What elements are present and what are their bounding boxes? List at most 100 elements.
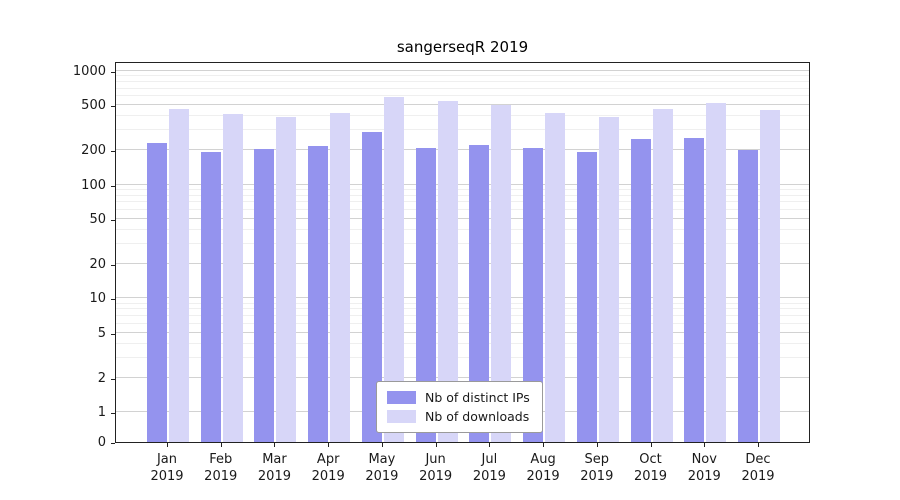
y-tick-label: 5 xyxy=(97,325,106,341)
gridline-major xyxy=(116,69,809,71)
x-tick-mark xyxy=(274,443,276,447)
gridline-major xyxy=(116,217,809,219)
y-tick-label: 2 xyxy=(97,370,106,386)
x-tick-label: May 2019 xyxy=(365,452,399,484)
x-tick-mark xyxy=(489,443,491,447)
gridline-major xyxy=(116,263,809,265)
y-tick-mark xyxy=(111,299,115,301)
bar-downloads xyxy=(276,117,297,442)
bar-downloads xyxy=(652,108,673,442)
legend-item-downloads: Nb of downloads xyxy=(387,407,530,426)
x-tick-mark xyxy=(543,443,545,447)
x-tick-label: Aug 2019 xyxy=(526,452,560,484)
legend-label-distinct-ips: Nb of distinct IPs xyxy=(425,390,530,405)
chart-title: sangerseqR 2019 xyxy=(396,38,529,56)
gridline-minor xyxy=(116,75,809,77)
bars-layer xyxy=(116,63,809,442)
x-tick-label: Nov 2019 xyxy=(687,452,721,484)
gridline-major xyxy=(116,331,809,333)
bar-distinct-ips xyxy=(523,147,544,442)
bar-downloads xyxy=(437,101,458,442)
x-tick-mark xyxy=(650,443,652,447)
gridline-minor xyxy=(116,314,809,316)
x-tick-mark xyxy=(704,443,706,447)
gridline-minor xyxy=(116,194,809,196)
plot-area: Nb of distinct IPs Nb of downloads xyxy=(115,62,810,443)
legend-label-downloads: Nb of downloads xyxy=(425,409,530,424)
y-tick-mark xyxy=(111,106,115,108)
gridline-minor xyxy=(116,308,809,310)
bar-downloads xyxy=(383,96,404,442)
bar-distinct-ips xyxy=(254,149,275,442)
y-tick-label: 10 xyxy=(89,291,106,307)
y-tick-label: 20 xyxy=(89,257,106,273)
gridline-minor xyxy=(116,228,809,230)
y-tick-mark xyxy=(111,219,115,221)
y-tick-mark xyxy=(111,443,115,444)
y-tick-mark xyxy=(111,71,115,73)
bar-downloads xyxy=(598,116,619,442)
y-tick-mark xyxy=(111,151,115,153)
bar-distinct-ips xyxy=(738,150,758,442)
y-tick-label: 500 xyxy=(81,98,106,114)
gridline-major xyxy=(116,376,809,378)
legend-swatch-downloads xyxy=(387,410,416,423)
y-tick-label: 50 xyxy=(89,211,106,227)
y-tick-label: 1 xyxy=(97,405,106,420)
legend-item-distinct-ips: Nb of distinct IPs xyxy=(387,388,530,407)
bar-distinct-ips xyxy=(630,139,651,442)
legend: Nb of distinct IPs Nb of downloads xyxy=(376,381,543,433)
bar-distinct-ips xyxy=(576,151,597,442)
y-tick-mark xyxy=(111,185,115,187)
y-tick-label: 1000 xyxy=(72,63,106,79)
bar-distinct-ips xyxy=(415,147,436,442)
gridline-minor xyxy=(116,208,809,210)
x-tick-label: Jan 2019 xyxy=(150,452,184,484)
bar-distinct-ips xyxy=(200,151,221,442)
bar-downloads xyxy=(330,113,351,442)
x-tick-label: Apr 2019 xyxy=(311,452,345,484)
bar-downloads xyxy=(491,104,512,442)
x-tick-label: Dec 2019 xyxy=(741,452,775,484)
bar-distinct-ips xyxy=(684,138,705,442)
x-tick-label: Jun 2019 xyxy=(419,452,453,484)
x-tick-label: Oct 2019 xyxy=(633,452,668,484)
y-tick-label: 100 xyxy=(81,177,106,193)
gridline-minor xyxy=(116,80,809,82)
bar-downloads xyxy=(545,112,566,442)
bar-distinct-ips xyxy=(469,144,490,442)
y-tick-label: 0 xyxy=(97,435,106,450)
x-tick-mark xyxy=(167,443,168,447)
y-tick-mark xyxy=(111,413,115,414)
gridline-minor xyxy=(116,342,809,344)
x-tick-mark xyxy=(328,443,330,447)
bar-downloads xyxy=(222,114,243,442)
bar-distinct-ips xyxy=(308,145,329,442)
gridline-minor xyxy=(116,322,809,324)
gridline-major xyxy=(116,149,809,151)
x-tick-mark xyxy=(758,443,759,447)
x-tick-label: Sep 2019 xyxy=(580,452,614,484)
x-tick-label: Feb 2019 xyxy=(204,452,238,484)
gridline-minor xyxy=(116,87,809,89)
bar-downloads xyxy=(760,110,780,442)
x-tick-mark xyxy=(435,443,437,447)
gridline-major xyxy=(116,297,809,299)
gridline-minor xyxy=(116,188,809,190)
x-tick-label: Jul 2019 xyxy=(472,452,506,484)
bar-distinct-ips xyxy=(147,143,167,442)
x-tick-label: Mar 2019 xyxy=(257,452,291,484)
gridline-minor xyxy=(116,129,809,131)
x-tick-mark xyxy=(596,443,598,447)
legend-swatch-distinct-ips xyxy=(387,391,416,404)
gridline-minor xyxy=(116,356,809,358)
gridline-minor xyxy=(116,243,809,245)
y-tick-label: 200 xyxy=(81,143,106,159)
x-tick-mark xyxy=(381,443,383,447)
y-tick-mark xyxy=(111,378,115,380)
bar-downloads xyxy=(169,109,189,442)
x-tick-mark xyxy=(220,443,222,447)
y-tick-mark xyxy=(111,265,115,267)
gridline-major xyxy=(116,104,809,106)
